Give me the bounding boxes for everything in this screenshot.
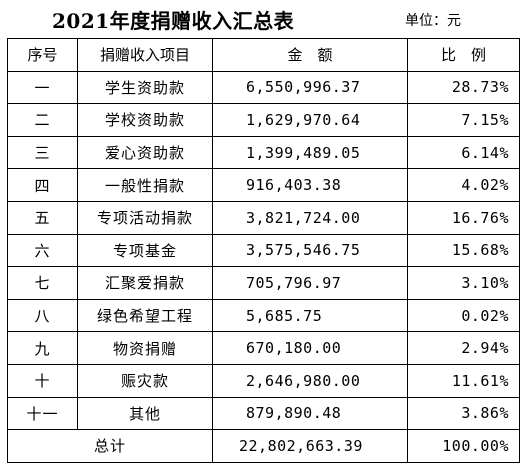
donation-income-table: 序号 捐赠收入项目 金 额 比 例 一 学生资助款 6,550,996.37 2… (7, 38, 520, 463)
table-row: 四 一般性捐款 916,403.38 4.02% (7, 168, 520, 202)
table-row: 一 学生资助款 6,550,996.37 28.73% (7, 70, 520, 105)
row-seq: 五 (7, 200, 78, 235)
unit-label: 单位：元 (405, 13, 461, 29)
table-header-row: 序号 捐赠收入项目 金 额 比 例 (7, 38, 520, 72)
row-amount: 5,685.75 (212, 298, 408, 333)
total-amount: 22,802,663.39 (212, 429, 408, 463)
row-item: 赈灾款 (77, 363, 213, 398)
row-ratio: 28.73% (407, 70, 520, 105)
row-ratio: 3.10% (407, 266, 520, 300)
row-ratio: 6.14% (407, 135, 520, 170)
row-amount: 916,403.38 (212, 168, 408, 202)
total-row: 总计 22,802,663.39 100.00% (7, 429, 520, 463)
row-item: 其他 (77, 396, 213, 431)
row-ratio: 4.02% (407, 168, 520, 202)
table-row: 八 绿色希望工程 5,685.75 0.02% (7, 298, 520, 333)
row-amount: 1,399,489.05 (212, 135, 408, 170)
header-amount: 金 额 (212, 38, 408, 72)
row-seq: 七 (7, 266, 78, 300)
row-amount: 2,646,980.00 (212, 363, 408, 398)
row-amount: 3,575,546.75 (212, 233, 408, 268)
row-seq: 六 (7, 233, 78, 268)
row-amount: 705,796.97 (212, 266, 408, 300)
row-amount: 879,890.48 (212, 396, 408, 431)
table-row: 五 专项活动捐款 3,821,724.00 16.76% (7, 200, 520, 235)
row-seq: 十一 (7, 396, 78, 431)
total-label: 总计 (7, 429, 213, 463)
row-seq: 四 (7, 168, 78, 202)
row-ratio: 2.94% (407, 331, 520, 365)
table-row: 七 汇聚爱捐款 705,796.97 3.10% (7, 266, 520, 300)
table-row: 十 赈灾款 2,646,980.00 11.61% (7, 363, 520, 398)
table-row: 三 爱心资助款 1,399,489.05 6.14% (7, 135, 520, 170)
row-seq: 二 (7, 103, 78, 137)
row-item: 一般性捐款 (77, 168, 213, 202)
header-ratio: 比 例 (407, 38, 520, 72)
row-amount: 6,550,996.37 (212, 70, 408, 105)
row-item: 物资捐赠 (77, 331, 213, 365)
table-row: 九 物资捐赠 670,180.00 2.94% (7, 331, 520, 365)
table-row: 二 学校资助款 1,629,970.64 7.15% (7, 103, 520, 137)
page-title: 2021年度捐赠收入汇总表 (52, 9, 295, 33)
row-seq: 九 (7, 331, 78, 365)
row-item: 学校资助款 (77, 103, 213, 137)
row-item: 专项活动捐款 (77, 200, 213, 235)
row-ratio: 15.68% (407, 233, 520, 268)
title-row: 2021年度捐赠收入汇总表 单位：元 (0, 0, 526, 36)
table-row: 六 专项基金 3,575,546.75 15.68% (7, 233, 520, 268)
row-seq: 八 (7, 298, 78, 333)
row-item: 绿色希望工程 (77, 298, 213, 333)
header-seq: 序号 (7, 38, 78, 72)
row-item: 学生资助款 (77, 70, 213, 105)
header-item: 捐赠收入项目 (77, 38, 213, 72)
total-ratio: 100.00% (407, 429, 520, 463)
row-item: 专项基金 (77, 233, 213, 268)
row-amount: 670,180.00 (212, 331, 408, 365)
row-amount: 1,629,970.64 (212, 103, 408, 137)
table-row: 十一 其他 879,890.48 3.86% (7, 396, 520, 431)
row-ratio: 3.86% (407, 396, 520, 431)
row-ratio: 11.61% (407, 363, 520, 398)
row-ratio: 16.76% (407, 200, 520, 235)
row-amount: 3,821,724.00 (212, 200, 408, 235)
row-item: 爱心资助款 (77, 135, 213, 170)
row-seq: 一 (7, 70, 78, 105)
row-ratio: 7.15% (407, 103, 520, 137)
row-seq: 十 (7, 363, 78, 398)
row-item: 汇聚爱捐款 (77, 266, 213, 300)
row-ratio: 0.02% (407, 298, 520, 333)
row-seq: 三 (7, 135, 78, 170)
